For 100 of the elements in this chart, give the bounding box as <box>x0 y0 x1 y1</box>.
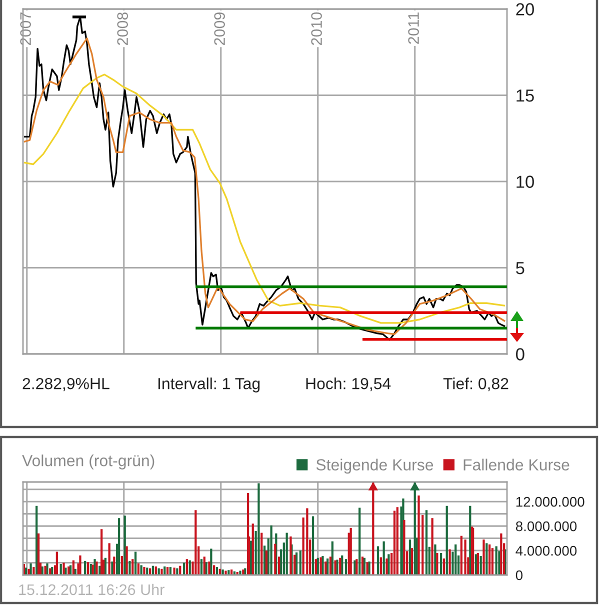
bar <box>120 556 123 575</box>
bar <box>258 483 260 575</box>
bar <box>176 568 178 575</box>
bar <box>200 559 203 575</box>
bar <box>500 533 502 575</box>
y-tick-label: 15 <box>516 90 534 102</box>
bar <box>84 560 86 575</box>
legend-label: Fallende Kurse <box>464 458 570 470</box>
y-tick-label: 12.000.000 <box>516 496 584 507</box>
bar <box>442 558 446 575</box>
bar <box>482 540 485 575</box>
bar <box>324 562 327 575</box>
bar <box>46 563 48 575</box>
bar <box>440 552 442 575</box>
bar <box>86 562 90 575</box>
bar <box>436 552 438 575</box>
bar <box>382 541 385 575</box>
bar <box>208 562 210 575</box>
bar <box>252 524 254 575</box>
bar <box>326 558 329 575</box>
text: Tief: 0,82 <box>443 378 508 392</box>
bar <box>344 559 348 575</box>
bar <box>140 565 142 575</box>
bar <box>350 528 352 575</box>
bar <box>491 548 494 575</box>
bar <box>290 536 292 575</box>
bar <box>274 544 276 575</box>
y-tick-label: 0 <box>516 570 523 580</box>
bar <box>295 552 298 575</box>
bar <box>111 562 114 575</box>
bar <box>203 556 206 575</box>
y-tick-label: 4.000.000 <box>516 546 577 556</box>
bar <box>108 543 110 575</box>
bar <box>30 563 32 575</box>
bar <box>224 570 227 575</box>
bar <box>396 507 398 575</box>
x-tick-label: 2009 <box>214 12 225 45</box>
text: Hoch: 19,54 <box>306 378 391 392</box>
y-tick-label: 8.000.000 <box>516 521 577 532</box>
bar <box>331 541 334 575</box>
bar <box>44 566 46 575</box>
bar <box>134 552 137 575</box>
bar <box>480 556 482 575</box>
bar <box>186 559 188 575</box>
bar <box>36 506 38 575</box>
bar <box>37 533 40 575</box>
bar <box>425 510 428 575</box>
bar <box>488 544 491 575</box>
bar <box>329 556 332 575</box>
bar <box>158 568 160 575</box>
bar <box>118 518 120 575</box>
legend-label: Steigende Kurse <box>316 458 434 474</box>
bar <box>410 548 414 575</box>
bar <box>194 510 197 575</box>
text: Intervall: 1 Tag <box>158 378 260 392</box>
bar <box>339 558 342 575</box>
bar <box>495 546 498 575</box>
bar <box>446 506 448 575</box>
bar <box>486 543 488 575</box>
bar <box>126 546 128 575</box>
bar <box>222 569 224 575</box>
bar <box>239 570 242 575</box>
x-tick-label: 2008 <box>117 12 128 45</box>
bar <box>408 540 412 575</box>
bar <box>143 567 146 575</box>
bar <box>460 536 462 575</box>
x-tick-label: 2011 <box>408 12 419 44</box>
bar <box>448 549 451 575</box>
bar <box>128 560 131 575</box>
bar <box>306 508 308 575</box>
bar <box>160 568 163 575</box>
bar <box>250 540 252 575</box>
bar <box>79 555 82 575</box>
line-series <box>23 74 506 324</box>
bar <box>434 544 436 575</box>
bar <box>393 510 396 575</box>
text: 2.282,9%HL <box>22 378 110 392</box>
bar <box>454 544 457 575</box>
bar <box>270 525 272 575</box>
chart-title: Volumen (rot-grün) <box>22 454 154 470</box>
bar <box>113 556 116 575</box>
bar <box>403 520 406 575</box>
y-tick-label: 5 <box>516 262 524 274</box>
bar <box>358 508 361 575</box>
bar <box>380 557 382 575</box>
bar <box>56 552 58 575</box>
text: 15.12.2011 16:26 Uhr <box>19 584 164 596</box>
bar <box>132 559 134 575</box>
bar <box>286 532 288 575</box>
bar <box>431 518 434 575</box>
bar <box>265 550 268 575</box>
bar <box>312 516 314 575</box>
bar <box>418 495 420 575</box>
bar <box>213 565 216 575</box>
bar <box>100 529 103 575</box>
bar <box>299 550 302 575</box>
bar <box>464 540 466 575</box>
y-tick-label: 0 <box>516 348 524 360</box>
bar <box>188 560 191 575</box>
y-tick-label: 10 <box>516 176 534 188</box>
